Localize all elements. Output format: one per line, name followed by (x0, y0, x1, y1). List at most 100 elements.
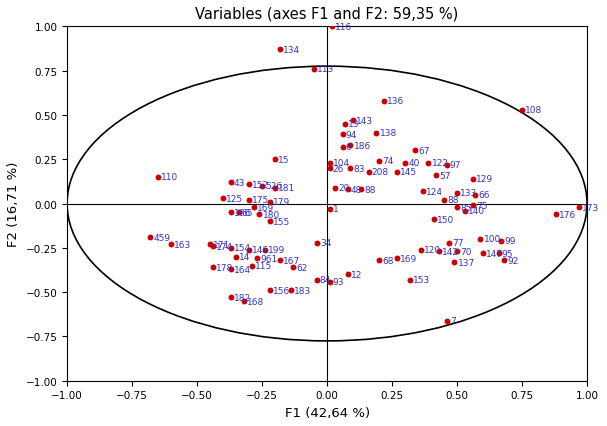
Point (468, 202, 478, 209)
Point (345, 142, 355, 149)
Text: 88: 88 (364, 185, 376, 194)
Text: 152: 152 (252, 180, 270, 189)
Title: Variables (axes F1 and F2: 59,35 %): Variables (axes F1 and F2: 59,35 %) (195, 7, 459, 22)
Point (226, 210, 236, 216)
Text: 104: 104 (333, 159, 350, 168)
Point (244, 247, 254, 253)
Point (442, 162, 452, 169)
Text: 84: 84 (320, 276, 331, 285)
Point (400, 160, 410, 167)
Point (325, 206, 334, 213)
Point (231, 254, 241, 261)
Text: 14: 14 (239, 253, 251, 262)
Point (405, 276, 415, 283)
Point (468, 176, 478, 183)
Text: 34: 34 (320, 239, 331, 248)
Text: 146: 146 (252, 245, 270, 254)
Text: 92: 92 (507, 256, 518, 265)
Point (226, 294, 236, 301)
Text: 145: 145 (401, 168, 418, 177)
Text: 459: 459 (154, 233, 171, 242)
Text: 150: 150 (437, 216, 454, 225)
Text: 173: 173 (582, 203, 600, 212)
Point (270, 156, 280, 163)
Text: 13: 13 (348, 120, 360, 129)
Text: 174: 174 (216, 242, 233, 251)
Text: 75: 75 (476, 201, 487, 210)
Point (265, 287, 275, 294)
Point (146, 234, 155, 241)
Text: 179: 179 (273, 198, 290, 207)
Point (444, 239, 454, 246)
Text: 67: 67 (419, 147, 430, 155)
Point (379, 98, 389, 105)
Point (327, 24, 337, 31)
Point (452, 190, 462, 197)
Text: 176: 176 (559, 210, 576, 219)
Point (226, 266, 236, 273)
Text: 65: 65 (242, 208, 253, 217)
Text: 154: 154 (234, 244, 251, 253)
Point (476, 236, 486, 243)
Text: 169: 169 (257, 203, 274, 212)
Point (330, 185, 340, 192)
Text: 1: 1 (333, 205, 339, 214)
Text: 136: 136 (387, 97, 405, 106)
Text: 129: 129 (476, 175, 493, 184)
Point (270, 185, 280, 192)
Point (392, 169, 402, 176)
Text: 93: 93 (333, 277, 344, 286)
Point (166, 241, 176, 248)
Text: 125: 125 (226, 194, 243, 203)
Text: 156: 156 (273, 286, 290, 295)
Text: 116: 116 (336, 23, 353, 32)
Point (450, 259, 459, 266)
Point (551, 211, 561, 218)
Text: 133: 133 (460, 189, 478, 198)
Point (341, 121, 350, 128)
Text: 142: 142 (442, 248, 459, 256)
Point (452, 248, 462, 255)
Text: 99: 99 (504, 237, 516, 246)
Point (265, 199, 275, 206)
Point (276, 257, 285, 264)
Text: 115: 115 (255, 262, 272, 271)
Text: 85: 85 (460, 203, 472, 212)
Text: 153: 153 (413, 276, 430, 285)
Point (288, 264, 298, 271)
Text: 26: 26 (333, 164, 344, 173)
Point (325, 279, 334, 285)
Point (432, 173, 441, 179)
Point (442, 317, 452, 324)
Text: 175: 175 (252, 196, 270, 205)
Point (460, 208, 470, 215)
Text: 181: 181 (278, 184, 296, 193)
Text: 100: 100 (484, 235, 501, 244)
Text: 183: 183 (294, 286, 311, 295)
Text: 68: 68 (382, 256, 394, 265)
Text: 137: 137 (458, 258, 475, 267)
Point (364, 169, 373, 176)
Point (392, 256, 402, 262)
Point (219, 196, 228, 202)
Text: 48: 48 (351, 185, 362, 194)
Point (312, 239, 322, 246)
Point (345, 165, 355, 172)
Point (265, 218, 275, 225)
Point (247, 262, 257, 269)
Text: 168: 168 (247, 297, 264, 306)
Text: 97: 97 (450, 161, 461, 170)
Point (374, 158, 384, 165)
Point (499, 257, 509, 264)
Text: 526: 526 (265, 182, 282, 191)
Text: 113: 113 (317, 65, 334, 74)
Text: 15: 15 (278, 155, 290, 164)
Point (497, 238, 506, 245)
Text: 199: 199 (268, 245, 285, 254)
Text: 83: 83 (354, 164, 365, 173)
Point (309, 66, 319, 73)
Text: 182: 182 (234, 293, 251, 302)
Point (260, 247, 270, 253)
Text: 140: 140 (468, 207, 485, 216)
Point (517, 107, 527, 114)
